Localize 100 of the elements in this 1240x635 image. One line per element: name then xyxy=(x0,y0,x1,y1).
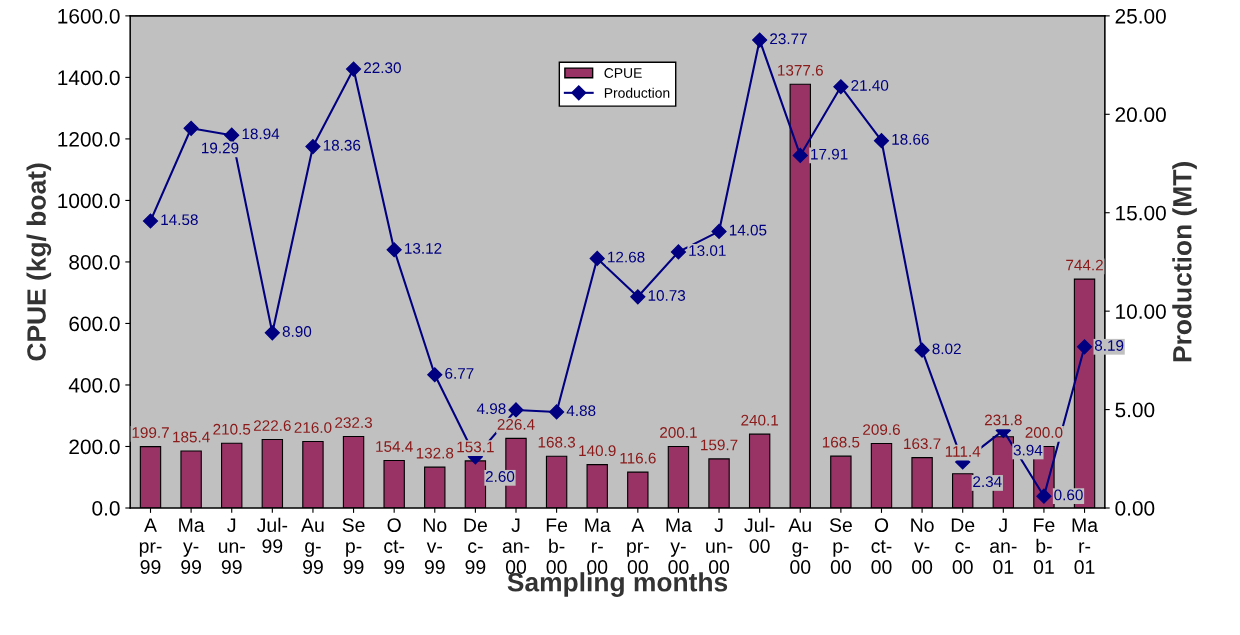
x-tick-label: Jul- 00 xyxy=(744,517,775,553)
legend-label: CPUE xyxy=(604,68,642,78)
point xyxy=(1076,339,1093,355)
data-label: 159.7 xyxy=(701,439,738,451)
data-label: 140.9 xyxy=(579,445,616,457)
x-tick-label: No v- 00 xyxy=(911,518,934,574)
x-tick-label: Fe b- 00 xyxy=(546,518,568,574)
data-label: 153.1 xyxy=(457,441,494,453)
point xyxy=(589,250,605,266)
data-label: 2.34 xyxy=(973,476,1002,488)
y-tick-label: 1400.0 xyxy=(58,70,120,86)
data-label: 111.4 xyxy=(945,446,981,457)
point xyxy=(264,325,280,341)
data-label: 21.40 xyxy=(851,80,889,91)
data-label: 168.5 xyxy=(822,436,860,448)
x-tick-label: J un- 00 xyxy=(706,518,733,574)
data-label: 18.36 xyxy=(323,139,361,151)
point xyxy=(752,32,768,48)
point xyxy=(792,147,808,164)
y2-tick-label: 10.00 xyxy=(1116,304,1166,319)
point xyxy=(345,61,362,77)
data-label: 216.0 xyxy=(294,422,332,433)
x-tick-label: Au g- 00 xyxy=(788,518,811,574)
legend-label: Production xyxy=(604,87,670,98)
data-label: 8.19 xyxy=(1094,340,1124,351)
point xyxy=(833,79,849,95)
x-tick-label: A pr- 00 xyxy=(627,518,649,574)
data-label: 240.1 xyxy=(741,414,779,426)
point xyxy=(630,289,646,305)
data-label: 13.12 xyxy=(405,243,442,254)
data-label: 231.8 xyxy=(984,414,1022,426)
data-label: 23.77 xyxy=(770,33,807,45)
data-label: 4.98 xyxy=(476,403,506,415)
y2-tick-label: 15.00 xyxy=(1116,205,1166,221)
point xyxy=(914,342,930,358)
point xyxy=(224,127,240,143)
y2-tick-label: 25.00 xyxy=(1115,8,1166,24)
data-label: 1377.6 xyxy=(778,64,823,76)
x-tick-label: De c- 00 xyxy=(951,518,975,574)
data-label: 10.73 xyxy=(648,290,686,301)
y2-tick-label: 0.00 xyxy=(1115,501,1155,516)
point xyxy=(142,213,159,229)
x-tick-label: O ct- 99 xyxy=(384,518,405,574)
point xyxy=(183,120,199,136)
y2-axis-title: Production (MT) xyxy=(1172,162,1197,362)
x-tick-label: J an- 00 xyxy=(502,518,530,574)
x-tick-label: De c- 99 xyxy=(464,518,487,574)
data-label: 210.5 xyxy=(213,423,251,435)
point xyxy=(427,367,443,383)
data-label: 8.90 xyxy=(282,326,312,337)
data-label: 744.2 xyxy=(1066,259,1103,271)
data-label: 226.4 xyxy=(497,418,535,430)
data-label: 199.7 xyxy=(132,427,169,438)
data-label: 232.3 xyxy=(335,417,372,428)
data-label: 13.01 xyxy=(689,245,726,256)
data-label: 222.6 xyxy=(253,420,291,431)
y-tick-label: 200.0 xyxy=(69,439,120,455)
data-label: 4.88 xyxy=(566,405,596,417)
point xyxy=(549,404,565,420)
x-tick-label: Au g- 99 xyxy=(301,518,324,574)
y-tick-label: 400.0 xyxy=(68,377,120,393)
x-tick-label: Se p- 00 xyxy=(829,518,852,574)
point xyxy=(305,139,321,155)
data-label: 19.29 xyxy=(202,142,239,154)
y-tick-label: 1200.0 xyxy=(58,131,120,147)
y-tick-label: 600.0 xyxy=(69,316,120,332)
point xyxy=(711,223,727,239)
x-tick-label: Ma y- 99 xyxy=(179,518,205,574)
data-label: 132.8 xyxy=(416,447,454,459)
data-label: 0.60 xyxy=(1054,489,1083,501)
x-tick-label: Ma r- 01 xyxy=(1072,518,1099,574)
x-tick-label: Fe b- 01 xyxy=(1033,518,1055,574)
data-label: 8.02 xyxy=(932,343,961,355)
data-label: 3.94 xyxy=(1013,444,1043,456)
y-axis-title: CPUE (kg/ boat) xyxy=(26,163,52,361)
x-tick-label: Se p- 99 xyxy=(342,518,365,574)
data-label: 22.30 xyxy=(364,62,401,74)
point xyxy=(873,133,890,149)
y-tick-label: 1000.0 xyxy=(58,193,120,209)
y2-tick-label: 5.00 xyxy=(1115,402,1155,418)
x-tick-label: Ma y- 00 xyxy=(666,518,692,574)
x-tick-label: No v- 99 xyxy=(423,518,447,574)
x-tick-label: A pr- 99 xyxy=(139,518,162,574)
y2-tick-label: 20.00 xyxy=(1115,107,1166,123)
y-tick-label: 800.0 xyxy=(69,254,120,270)
data-label: 200.0 xyxy=(1025,427,1063,438)
point xyxy=(1036,488,1052,504)
data-label: 14.58 xyxy=(161,214,198,226)
data-label: 116.6 xyxy=(620,452,656,464)
data-label: 6.77 xyxy=(445,368,474,379)
point xyxy=(386,242,402,258)
point xyxy=(670,244,687,260)
data-label: 2.60 xyxy=(485,471,515,482)
y-tick-label: 1600.0 xyxy=(58,8,120,24)
point xyxy=(508,402,524,418)
data-label: 168.3 xyxy=(538,436,576,448)
x-tick-label: Jul- 99 xyxy=(256,517,288,553)
data-label: 154.4 xyxy=(376,441,413,452)
x-tick-label: Ma r- 00 xyxy=(585,518,611,574)
data-label: 18.94 xyxy=(242,128,280,140)
